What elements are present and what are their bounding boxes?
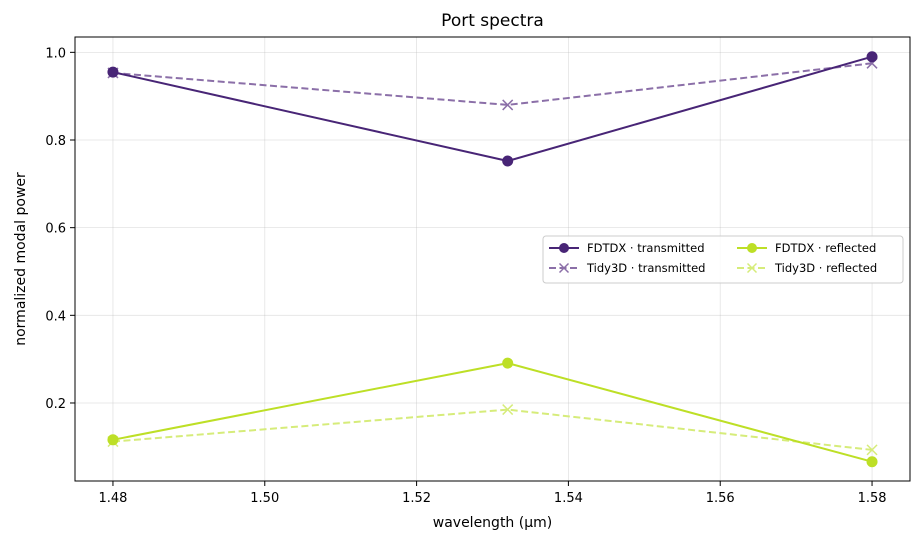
legend-swatch-marker — [746, 262, 758, 274]
legend-item-fdtdx-reflected: FDTDX · reflected — [737, 241, 876, 255]
data-point — [502, 155, 514, 167]
y-axis-label: normalized modal power — [13, 172, 29, 346]
legend-box — [542, 235, 904, 284]
chart-title: Port spectra — [441, 11, 544, 31]
legend-item-fdtdx-transmitted: FDTDX · transmitted — [549, 241, 705, 255]
x-tick-label: 1.54 — [554, 491, 583, 506]
plot-frame — [74, 36, 911, 482]
data-point — [107, 66, 119, 78]
data-point — [502, 357, 514, 369]
legend-label: Tidy3D · reflected — [774, 261, 877, 275]
legend: FDTDX · transmitted Tidy3D · transmitted F… — [542, 235, 904, 284]
y-tick-label: 0.4 — [45, 309, 66, 324]
x-axis-label: wavelength (μm) — [433, 515, 552, 531]
data-point — [502, 404, 514, 416]
series-fdtdx-reflected — [107, 357, 878, 468]
series-tidy3d-transmitted — [107, 57, 878, 111]
x-tick-label: 1.58 — [858, 491, 887, 506]
series-tidy3d-reflected — [107, 404, 878, 456]
series-layer — [107, 51, 878, 468]
data-point — [866, 51, 878, 63]
legend-swatch-marker — [747, 243, 757, 253]
legend-swatch-marker — [558, 262, 570, 274]
data-point — [502, 99, 514, 111]
y-tick-label: 0.2 — [45, 397, 66, 412]
x-tick-label: 1.50 — [250, 491, 279, 506]
x-tick-label: 1.56 — [706, 491, 735, 506]
series-line — [112, 55, 873, 162]
y-tick-label: 0.6 — [45, 222, 66, 237]
legend-label: Tidy3D · transmitted — [586, 261, 705, 275]
series-fdtdx-transmitted — [107, 51, 878, 167]
y-tick-label: 1.0 — [45, 46, 66, 61]
series-line — [112, 408, 873, 451]
legend-label: FDTDX · reflected — [775, 241, 876, 255]
axis-ticks: 1.48 1.50 1.52 1.54 1.56 1.58 0.2 0.4 0.6 0.8 1.0 — [45, 46, 886, 506]
data-point — [107, 434, 119, 446]
legend-label: FDTDX · transmitted — [587, 241, 705, 255]
data-point — [866, 456, 878, 468]
legend-item-tidy3d-reflected: Tidy3D · reflected — [737, 261, 877, 275]
y-tick-label: 0.8 — [45, 134, 66, 149]
legend-item-tidy3d-transmitted: Tidy3D · transmitted — [549, 261, 705, 275]
x-tick-label: 1.52 — [402, 491, 431, 506]
series-line — [112, 62, 873, 106]
data-point — [866, 444, 878, 456]
legend-swatch-marker — [559, 243, 569, 253]
series-line — [112, 362, 873, 463]
x-tick-label: 1.48 — [98, 491, 127, 506]
